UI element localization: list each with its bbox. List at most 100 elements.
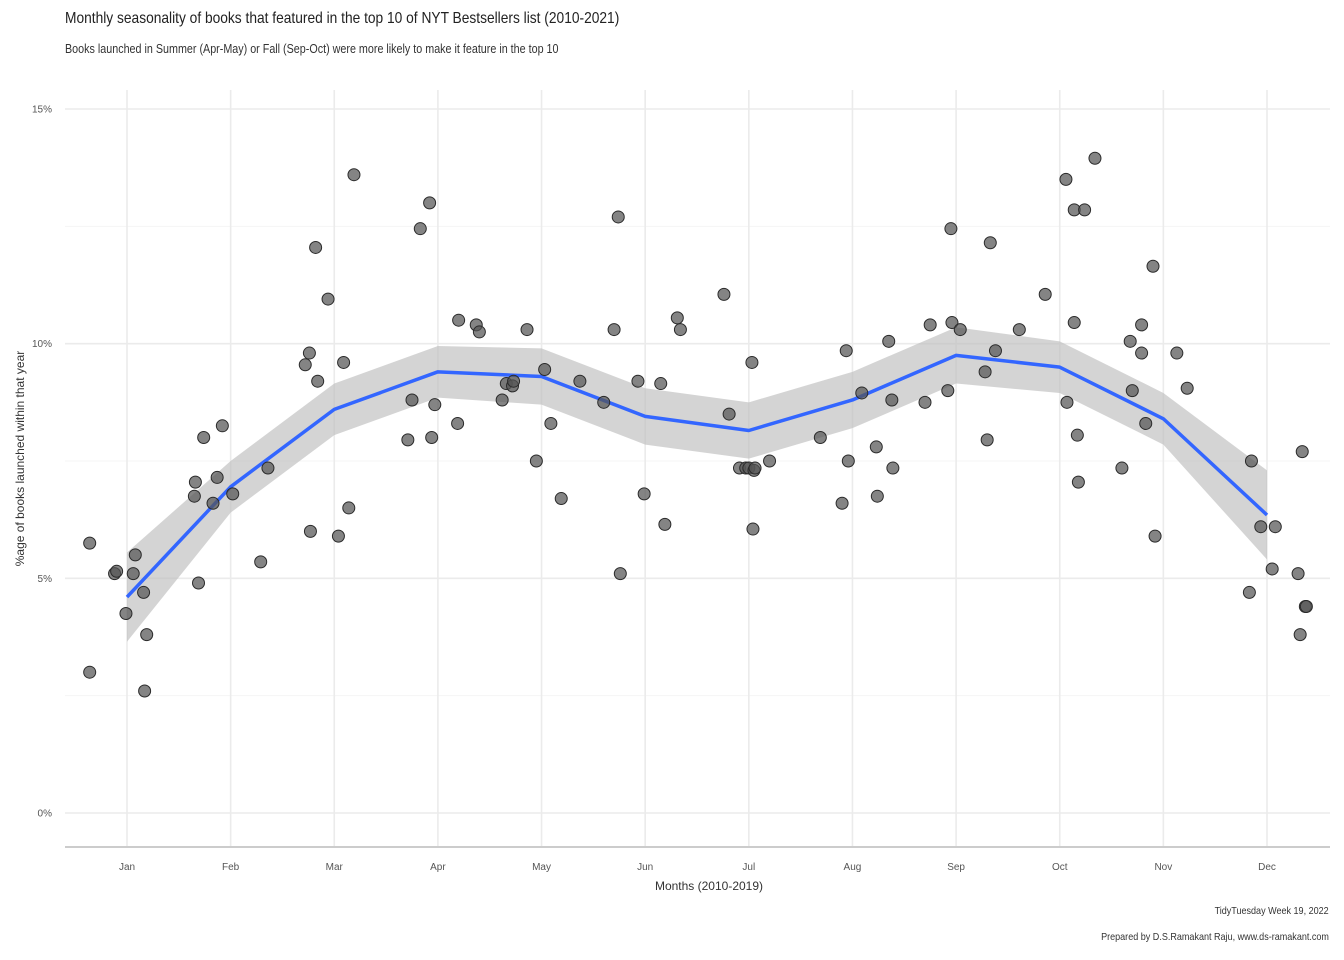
data-point: [137, 585, 151, 599]
data-point: [1078, 203, 1092, 217]
data-point: [347, 168, 361, 182]
trend-line-group: [125, 353, 1269, 599]
data-point: [423, 196, 437, 210]
data-point: [215, 419, 229, 433]
data-point: [520, 323, 534, 337]
data-point: [226, 487, 240, 501]
data-point: [1148, 529, 1162, 543]
data-point: [197, 431, 211, 445]
x-tick-label-oct: Oct: [1052, 862, 1068, 873]
data-point: [923, 318, 937, 332]
data-point: [945, 316, 959, 330]
data-point: [1123, 334, 1137, 348]
data-point: [978, 365, 992, 379]
data-point: [302, 346, 316, 360]
data-point: [405, 393, 419, 407]
data-point: [472, 325, 486, 339]
data-point: [1135, 346, 1149, 360]
data-point: [428, 398, 442, 412]
data-point: [452, 313, 466, 327]
data-point: [554, 492, 568, 506]
data-point: [128, 548, 142, 562]
data-point: [841, 454, 855, 468]
data-point: [1180, 381, 1194, 395]
data-point: [953, 323, 967, 337]
chart-title: Monthly seasonality of books that featur…: [65, 10, 620, 27]
data-point: [1125, 384, 1139, 398]
data-point: [110, 564, 124, 578]
data-point: [855, 386, 869, 400]
data-point: [631, 374, 645, 388]
data-point: [1293, 628, 1307, 642]
data-point: [673, 323, 687, 337]
data-point: [870, 489, 884, 503]
data-point: [413, 222, 427, 236]
x-tick-label-sep: Sep: [947, 862, 965, 873]
data-point: [187, 489, 201, 503]
x-tick-label-aug: Aug: [844, 862, 862, 873]
data-point: [745, 355, 759, 369]
data-point: [119, 607, 133, 621]
data-point: [988, 344, 1002, 358]
trend-line: [125, 353, 1269, 599]
data-point: [538, 362, 552, 376]
y-tick-label: 0%: [38, 809, 53, 820]
x-tick-label-may: May: [532, 862, 551, 873]
data-point: [342, 501, 356, 515]
data-point: [495, 393, 509, 407]
data-point: [1265, 562, 1279, 576]
data-point: [298, 358, 312, 372]
data-point: [140, 628, 154, 642]
data-point: [507, 374, 521, 388]
data-point: [882, 334, 896, 348]
data-point: [529, 454, 543, 468]
data-point: [1088, 151, 1102, 165]
data-point: [1242, 585, 1256, 599]
data-point: [83, 536, 97, 550]
data-point: [607, 323, 621, 337]
x-tick-label-jan: Jan: [119, 862, 135, 873]
data-point: [1268, 520, 1282, 534]
data-point: [83, 665, 97, 679]
data-point: [311, 374, 325, 388]
x-tick-label-apr: Apr: [430, 862, 446, 873]
data-point: [1059, 172, 1073, 186]
data-point: [1244, 454, 1258, 468]
data-point: [401, 433, 415, 447]
confidence-ribbon: [127, 327, 1267, 642]
data-point: [717, 287, 731, 301]
data-point: [544, 416, 558, 430]
data-point: [303, 524, 317, 538]
data-point: [192, 576, 206, 590]
data-point: [573, 374, 587, 388]
data-point: [1012, 323, 1026, 337]
data-point: [309, 240, 323, 254]
data-point: [254, 555, 268, 569]
y-tick-label: 10%: [32, 339, 52, 350]
data-point: [1038, 287, 1052, 301]
data-point: [748, 461, 762, 475]
data-point: [451, 416, 465, 430]
data-point: [918, 395, 932, 409]
x-tick-label-dec: Dec: [1258, 862, 1276, 873]
data-point: [210, 470, 224, 484]
data-point: [654, 377, 668, 391]
data-point: [613, 567, 627, 581]
grid-lines: [65, 90, 1330, 847]
x-tick-label-mar: Mar: [326, 862, 344, 873]
data-point: [722, 407, 736, 421]
x-axis-title: Months (2010-2019): [655, 879, 763, 893]
data-point: [980, 433, 994, 447]
data-point: [839, 344, 853, 358]
data-point: [885, 393, 899, 407]
data-point: [1146, 259, 1160, 273]
data-point: [425, 431, 439, 445]
y-axis-title: %age of books launched within that year: [13, 351, 27, 566]
data-point: [1060, 395, 1074, 409]
chart-subtitle: Books launched in Summer (Apr-May) or Fa…: [65, 42, 559, 56]
data-point: [206, 496, 220, 510]
data-point: [1295, 445, 1309, 459]
data-point: [746, 522, 760, 536]
data-point: [1299, 599, 1313, 613]
